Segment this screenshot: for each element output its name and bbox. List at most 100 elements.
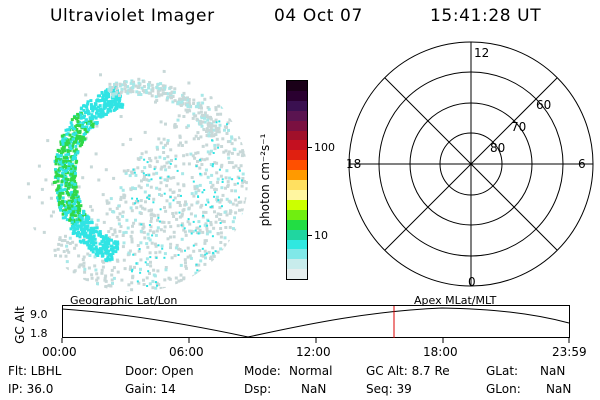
uvi-pixel <box>129 87 133 91</box>
uvi-pixel <box>143 158 146 161</box>
uvi-pixel <box>80 230 84 234</box>
uvi-pixel <box>172 235 176 239</box>
uvi-pixel <box>173 99 177 103</box>
uvi-pixel <box>98 94 102 98</box>
uvi-pixel <box>58 206 62 210</box>
uvi-pixel <box>91 241 95 244</box>
uvi-pixel <box>124 171 128 175</box>
uvi-pixel <box>121 245 125 249</box>
uvi-pixel <box>239 200 243 204</box>
uvi-pixel <box>162 137 166 141</box>
uvi-pixel <box>73 190 76 194</box>
uvi-pixel <box>194 151 198 155</box>
uvi-pixel <box>199 205 203 209</box>
uvi-pixel <box>198 183 202 187</box>
uvi-pixel <box>191 230 195 234</box>
uvi-pixel <box>62 139 66 143</box>
uvi-pixel <box>216 180 220 184</box>
uvi-pixel <box>131 270 133 273</box>
uvi-pixel <box>117 204 121 208</box>
uvi-pixel <box>100 91 104 95</box>
uvi-pixel <box>111 94 115 98</box>
uvi-pixel <box>60 134 64 138</box>
uvi-pixel <box>72 175 76 179</box>
uvi-pixel <box>72 222 76 226</box>
uvi-pixel <box>65 143 69 147</box>
uvi-pixel <box>94 152 98 156</box>
uvi-pixel <box>61 212 65 216</box>
uvi-pixel <box>68 218 72 222</box>
uvi-pixel <box>143 207 147 211</box>
uvi-pixel <box>72 229 76 233</box>
uvi-pixel <box>154 286 158 290</box>
uvi-pixel <box>186 255 190 259</box>
uvi-pixel <box>87 266 91 270</box>
uvi-pixel <box>216 143 220 147</box>
uvi-pixel <box>88 236 91 239</box>
uvi-pixel <box>192 249 196 253</box>
uvi-pixel <box>90 230 94 234</box>
mlt-label-6: 6 <box>578 157 586 171</box>
x-tick-3: 18:00 <box>423 345 458 359</box>
colorbar-tick <box>307 235 312 236</box>
uvi-pixel <box>68 126 72 129</box>
uvi-pixel <box>215 171 219 175</box>
uvi-pixel <box>218 168 221 171</box>
uvi-pixel <box>213 195 216 198</box>
uvi-pixel <box>114 105 118 109</box>
uvi-pixel <box>207 134 211 138</box>
colorbar-segment <box>287 100 307 111</box>
uvi-pixel <box>99 247 102 251</box>
uvi-pixel <box>122 231 126 235</box>
uvi-pixel <box>85 216 88 220</box>
uvi-pixel <box>161 84 165 88</box>
uvi-pixel <box>145 174 148 176</box>
uvi-pixel <box>69 216 73 220</box>
uvi-pixel <box>72 116 76 120</box>
uvi-pixel <box>199 225 202 228</box>
uvi-pixel <box>155 85 159 89</box>
uvi-pixel <box>185 110 189 114</box>
uvi-pixel <box>139 267 142 271</box>
uvi-pixel <box>69 155 73 159</box>
uvi-pixel <box>110 104 114 108</box>
uvi-pixel <box>163 164 167 168</box>
uvi-pixel <box>243 200 247 204</box>
uvi-pixel <box>56 179 60 183</box>
uvi-pixel <box>64 208 68 212</box>
uvi-pixel <box>66 171 70 175</box>
uvi-pixel <box>201 247 204 250</box>
uvi-pixel <box>61 196 65 200</box>
uvi-pixel <box>212 120 216 124</box>
uvi-pixel <box>65 267 69 271</box>
uvi-pixel <box>131 90 135 94</box>
uvi-pixel <box>90 273 94 277</box>
uvi-pixel <box>160 193 163 197</box>
uvi-pixel <box>101 265 105 269</box>
uvi-pixel <box>63 149 67 153</box>
uvi-pixel <box>219 112 223 116</box>
uvi-pixel <box>199 259 203 263</box>
uvi-pixel <box>162 151 166 154</box>
uvi-pixel <box>87 246 91 250</box>
uvi-pixel <box>107 92 110 96</box>
uvi-pixel <box>85 234 89 238</box>
uvi-pixel <box>176 118 180 122</box>
uvi-pixel <box>63 162 67 166</box>
uvi-pixel <box>156 284 158 287</box>
uvi-pixel <box>219 213 223 216</box>
uvi-pixel <box>67 185 71 189</box>
uvi-pixel <box>163 192 166 195</box>
uvi-pixel <box>226 183 230 187</box>
uvi-pixel <box>116 242 120 246</box>
uvi-pixel <box>241 179 243 182</box>
uvi-pixel <box>69 137 73 141</box>
uvi-pixel <box>181 93 185 97</box>
uvi-pixel <box>77 201 81 205</box>
uvi-pixel <box>148 194 151 197</box>
uvi-pixel <box>97 109 101 113</box>
uvi-pixel <box>155 160 159 164</box>
uvi-pixel <box>144 200 147 204</box>
uvi-pixel <box>241 177 245 180</box>
uvi-pixel <box>238 136 242 140</box>
